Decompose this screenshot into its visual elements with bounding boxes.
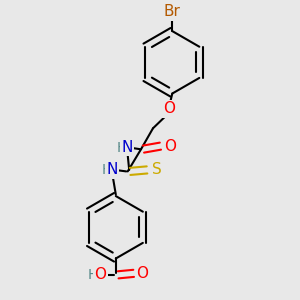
Text: N: N [106, 162, 118, 177]
Text: H: H [117, 141, 127, 154]
Text: Br: Br [164, 4, 181, 19]
Text: S: S [152, 162, 161, 177]
Text: O: O [164, 139, 176, 154]
Text: O: O [136, 266, 148, 281]
Text: H: H [88, 268, 98, 282]
Text: N: N [122, 140, 133, 155]
Text: O: O [163, 101, 175, 116]
Text: O: O [94, 267, 106, 282]
Text: H: H [102, 163, 112, 177]
